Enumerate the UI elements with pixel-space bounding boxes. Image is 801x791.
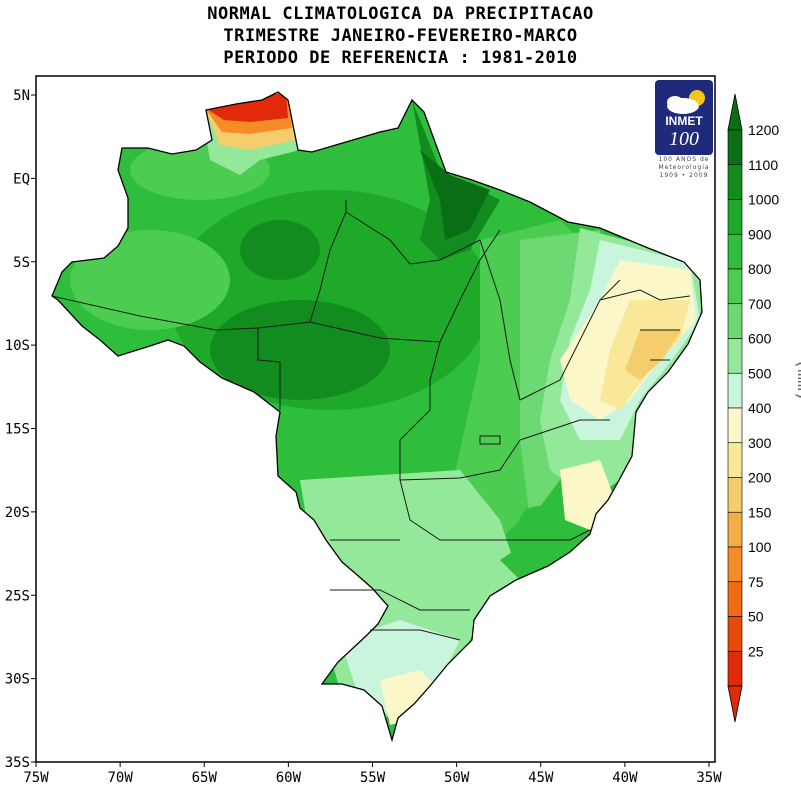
x-tick-label: 55W (360, 770, 386, 786)
colorbar-swatch (727, 477, 743, 513)
colorbar-swatch (727, 511, 743, 548)
x-tick-label: 75W (23, 770, 49, 786)
colorbar-label: 900 (748, 226, 772, 242)
colorbar-label: 700 (748, 296, 772, 312)
colorbar: 1200 1100 1000 900 800 700 600 500 400 300 200 150 1… (727, 93, 779, 723)
logo-caption-line-2: Meteorologia (658, 164, 710, 171)
colorbar-label: 1200 (748, 122, 779, 138)
colorbar-swatch (727, 372, 743, 409)
colorbar-swatch (727, 129, 743, 166)
colorbar-label: 75 (748, 574, 764, 590)
logo-number: 100 (669, 128, 699, 150)
state-borders (51, 200, 691, 641)
colorbar-label: 400 (748, 400, 772, 416)
colorbar-bottom-arrow (727, 685, 743, 723)
title-line-2: TRIMESTRE JANEIRO-FEVEREIRO-MARCO (223, 26, 578, 46)
x-tick-label: 65W (192, 770, 218, 786)
colorbar-swatch (727, 650, 743, 687)
colorbar-label: 1100 (748, 157, 778, 173)
y-tick-label: 15S (5, 422, 30, 438)
title-line-1: NORMAL CLIMATOLOGICA DA PRECIPITACAO (207, 4, 594, 24)
colorbar-swatch (727, 164, 743, 200)
inmet-logo: INMET 100 (655, 80, 713, 155)
colorbar-swatch (727, 199, 743, 235)
colorbar-label: 150 (748, 504, 772, 520)
y-tick-label: 25S (5, 588, 30, 604)
colorbar-swatch (727, 233, 743, 270)
colorbar-swatch (727, 268, 743, 305)
x-axis: 75W 70W 65W 60W 55W 50W 45W 40W 35W (23, 762, 722, 786)
colorbar-label: 100 (748, 539, 772, 555)
y-tick-label: 30S (5, 672, 30, 688)
colorbar-swatch (727, 407, 743, 444)
colorbar-label: 1000 (748, 192, 779, 208)
logo-caption: 100 ANOS de Meteorologia 1909 • 2009 (650, 156, 718, 180)
unit-label: (mm) (793, 358, 801, 401)
colorbar-swatch (727, 616, 743, 652)
y-tick-label: 35S (5, 755, 30, 771)
y-axis: 5N EQ 5S 10S 15S 20S 25S 30S 35S (5, 88, 36, 771)
colorbar-swatch (727, 442, 743, 478)
y-tick-label: EQ (13, 171, 30, 187)
colorbar-label: 300 (748, 435, 772, 451)
colorbar-swatch (727, 303, 743, 339)
colorbar-label: 25 (748, 643, 764, 659)
colorbar-label: 800 (748, 261, 772, 277)
x-tick-label: 60W (276, 770, 302, 786)
colorbar-swatch (727, 581, 743, 617)
x-tick-label: 35W (696, 770, 722, 786)
colorbar-swatch (727, 338, 743, 374)
y-tick-label: 20S (5, 505, 30, 521)
colorbar-label: 600 (748, 331, 772, 347)
y-tick-label: 5S (13, 255, 30, 271)
colorbar-top-arrow (727, 93, 743, 131)
y-tick-label: 5N (13, 88, 30, 104)
logo-caption-line-3: 1909 • 2009 (659, 172, 709, 179)
x-tick-label: 50W (444, 770, 470, 786)
x-tick-label: 70W (107, 770, 133, 786)
logo-brand: INMET (665, 114, 703, 128)
cloud-sun-icon (667, 90, 705, 114)
colorbar-swatch (727, 546, 743, 583)
colorbar-label: 200 (748, 470, 772, 486)
x-tick-label: 45W (528, 770, 554, 786)
x-tick-label: 40W (612, 770, 638, 786)
y-tick-label: 10S (5, 338, 30, 354)
title-line-3: PERIODO DE REFERENCIA : 1981-2010 (223, 48, 578, 68)
logo-caption-line-1: 100 ANOS de (658, 156, 710, 163)
colorbar-label: 50 (748, 609, 764, 625)
colorbar-label: 500 (748, 365, 772, 381)
